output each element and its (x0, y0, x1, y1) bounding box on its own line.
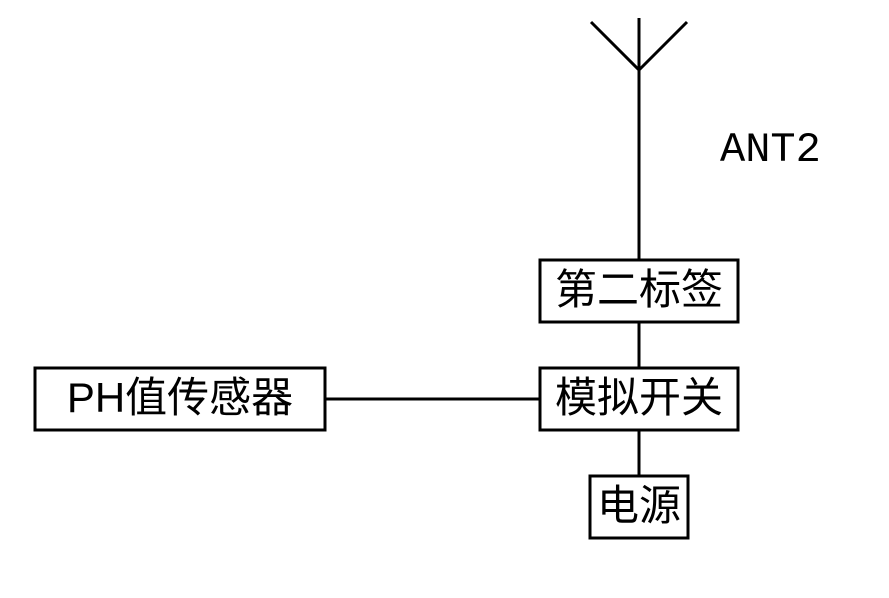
node-ph-sensor: PH值传感器 (35, 368, 325, 430)
node-power-label: 电源 (597, 482, 681, 529)
antenna-label: ANT2 (720, 126, 821, 174)
node-analog-switch-label: 模拟开关 (555, 374, 723, 421)
antenna: ANT2 (591, 18, 821, 260)
node-second-tag-label: 第二标签 (555, 266, 723, 313)
node-analog-switch: 模拟开关 (540, 368, 738, 430)
node-second-tag: 第二标签 (540, 260, 738, 322)
node-ph-sensor-label: PH值传感器 (67, 374, 293, 421)
diagram-canvas: ANT2 第二标签 模拟开关 电源 PH值传感器 (0, 0, 889, 598)
antenna-arm-left (591, 22, 639, 70)
antenna-arm-right (639, 22, 687, 70)
node-power: 电源 (590, 476, 688, 538)
